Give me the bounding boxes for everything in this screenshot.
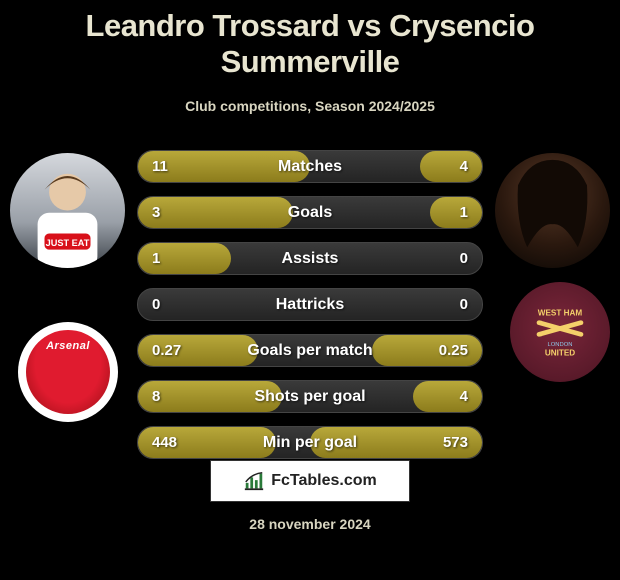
player-right-avatar — [495, 153, 610, 268]
source-badge: FcTables.com — [210, 460, 410, 502]
stat-label: Goals — [138, 197, 482, 228]
chart-icon — [243, 470, 265, 492]
comparison-main: JUST EAT WEST HAM UNITED LONDON 114Match… — [0, 150, 620, 470]
player-left-avatar: JUST EAT — [10, 153, 125, 268]
stat-row: 31Goals — [137, 196, 483, 229]
arsenal-crest-icon — [18, 322, 118, 422]
stat-label: Hattricks — [138, 289, 482, 320]
stat-rows: 114Matches 31Goals 10Assists 00Hattricks 0.2… — [137, 150, 483, 472]
stat-row: 84Shots per goal — [137, 380, 483, 413]
svg-text:LONDON: LONDON — [548, 342, 573, 348]
stat-row: 448573Min per goal — [137, 426, 483, 459]
comparison-subtitle: Club competitions, Season 2024/2025 — [0, 98, 620, 114]
stat-label: Shots per goal — [138, 381, 482, 412]
comparison-title: Leandro Trossard vs Crysencio Summervill… — [0, 0, 620, 80]
stat-row: 10Assists — [137, 242, 483, 275]
stat-label: Min per goal — [138, 427, 482, 458]
stat-label: Goals per match — [138, 335, 482, 366]
westham-crest-icon: WEST HAM UNITED LONDON — [510, 282, 610, 382]
svg-text:JUST EAT: JUST EAT — [46, 238, 90, 248]
club-right-crest: WEST HAM UNITED LONDON — [510, 282, 610, 382]
footer-date: 28 november 2024 — [0, 516, 620, 532]
stat-label: Matches — [138, 151, 482, 182]
svg-text:UNITED: UNITED — [545, 348, 575, 357]
stat-row: 0.270.25Goals per match — [137, 334, 483, 367]
club-left-crest — [18, 322, 118, 422]
stat-label: Assists — [138, 243, 482, 274]
source-text: FcTables.com — [271, 472, 377, 490]
svg-text:WEST HAM: WEST HAM — [538, 309, 583, 318]
stat-row: 114Matches — [137, 150, 483, 183]
stat-row: 00Hattricks — [137, 288, 483, 321]
